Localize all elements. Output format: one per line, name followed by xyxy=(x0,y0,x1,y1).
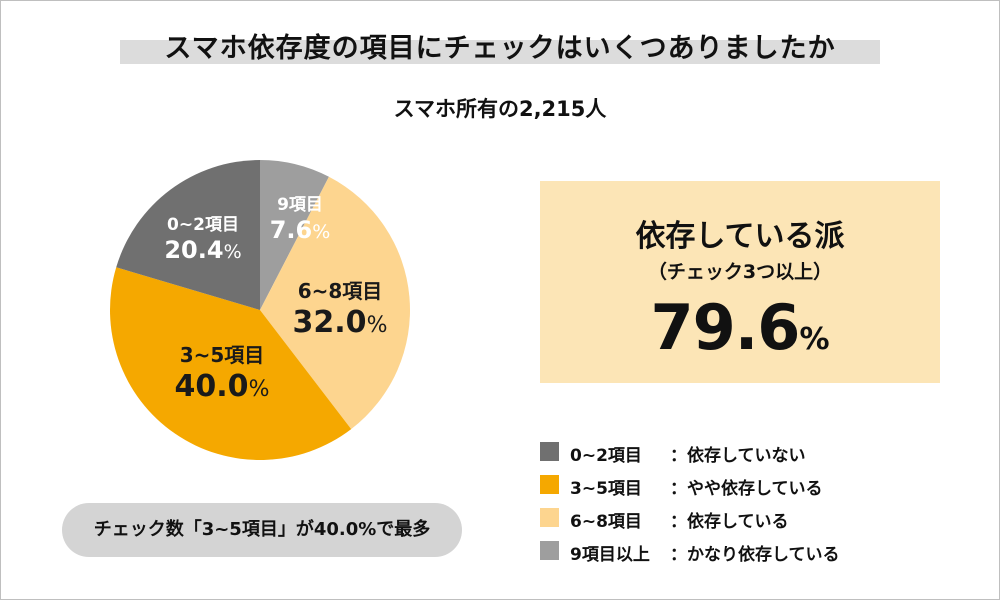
pie-slice xyxy=(260,160,329,310)
pie-slice-value: 20.4% xyxy=(164,236,241,264)
summary-note-pill: チェック数「3~5項目」が40.0%で最多 xyxy=(62,503,462,557)
pie-slice-label: 6~8項目 xyxy=(298,279,383,303)
legend-swatch xyxy=(540,442,559,461)
summary-subheading: （チェック3つ以上） xyxy=(647,261,833,283)
legend-description: ：やや依存している xyxy=(670,479,823,499)
summary-heading: 依存している派 xyxy=(635,219,845,254)
pie-slice-label: 0~2項目 xyxy=(167,215,239,235)
legend-range: 0~2項目 xyxy=(570,446,642,466)
legend-range: 3~5項目 xyxy=(570,479,642,499)
pie-slice-label: 3~5項目 xyxy=(180,343,265,367)
chart-subtitle: スマホ所有の2,215人 xyxy=(393,97,607,121)
legend-range: 6~8項目 xyxy=(570,512,642,532)
summary-value: 79.6% xyxy=(540,291,940,364)
legend-description: ：依存していない xyxy=(670,446,806,466)
summary-box: 依存している派 （チェック3つ以上） 79.6% xyxy=(540,181,940,383)
title-highlight-band xyxy=(120,40,880,64)
pie-slice xyxy=(260,176,411,430)
legend-swatch xyxy=(540,508,559,527)
summary-value-percent: % xyxy=(799,322,830,357)
chart-title: スマホ依存度の項目にチェックはいくつありましたか xyxy=(164,33,836,64)
legend-description: ：依存している xyxy=(670,512,789,532)
legend-range: 9項目以上 xyxy=(570,545,650,565)
summary-value-number: 79.6 xyxy=(650,291,800,364)
legend-swatch xyxy=(540,475,559,494)
legend-description: ：かなり依存している xyxy=(670,545,840,565)
pie-slice-value: 7.6% xyxy=(270,216,331,244)
pie-slice-label: 9項目 xyxy=(277,195,323,215)
pie-slice xyxy=(109,267,352,461)
pie-slice-value: 40.0% xyxy=(175,369,270,404)
legend-swatch xyxy=(540,541,559,560)
pie-slice xyxy=(116,160,260,310)
pie-slice-value: 32.0% xyxy=(293,305,388,340)
